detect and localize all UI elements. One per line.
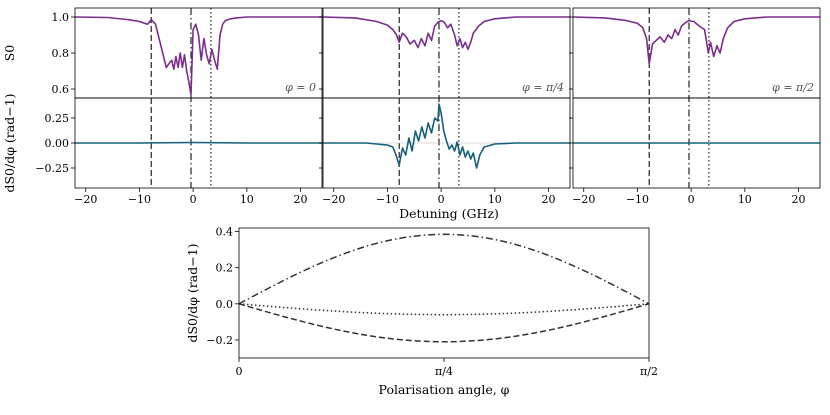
x-tick-label: 20	[542, 193, 556, 206]
bottom-y-tick-label: 0.4	[216, 226, 234, 239]
x-tick-label: −20	[572, 193, 595, 206]
s0-series-line	[572, 16, 820, 65]
x-tick-label: 0	[438, 193, 445, 206]
x-tick-label: −20	[322, 193, 345, 206]
phi-annotation: φ = π/2	[772, 81, 814, 94]
dsdphi-y-tick-label: 0.00	[45, 137, 70, 150]
x-tick-label: −20	[74, 193, 97, 206]
panel-column-2: φ = π/2 −20 −10 0 10 20	[569, 7, 821, 206]
top-panels: φ = 0−20 −10 0 10 200.60.81.0−0.250.000.25φ …	[2, 7, 821, 206]
bottom-x-tick-label: π/4	[435, 365, 453, 378]
bottom-y-tick-label: −0.2	[206, 334, 233, 347]
bottom-panel: −0.2 0.0 0.2 0.4 0 π/4 π/2 Polarisation angle, …	[185, 226, 658, 397]
x-tick-label: 20	[792, 193, 806, 206]
x-tick-label: 0	[190, 193, 197, 206]
s0-y-tick-label: 0.6	[52, 83, 70, 96]
panel-column-0: φ = 0 −20 −10 0 10 20 0.6 0.8 1.0 −0.25 0.00 0.25	[35, 7, 323, 206]
bottom-axes-frame	[238, 227, 650, 359]
top-x-axis-label: Detuning (GHz)	[399, 206, 499, 221]
s0-series-line	[322, 16, 570, 51]
panel-column-1: φ = π/4 −20 −10 0 10 20	[319, 7, 571, 206]
dsdphi-series-line	[323, 103, 570, 169]
dsdphi-y-axis-label: dS0/dφ (rad−1)	[2, 93, 17, 192]
dsdphi-y-tick-label: 0.25	[45, 112, 70, 125]
phi-annotation: φ = π/4	[522, 81, 564, 94]
dsdphi-series-line	[75, 141, 322, 144]
bottom-y-axis-label: dS0/dφ (rad−1)	[185, 243, 200, 342]
angle-series-dashdot	[238, 233, 650, 305]
phi-annotation: φ = 0	[285, 81, 316, 94]
bottom-y-tick-label: 0.2	[216, 262, 234, 275]
x-tick-label: −10	[376, 193, 399, 206]
bottom-x-tick-label: π/2	[640, 365, 658, 378]
s0-y-axis-label: S0	[2, 45, 17, 62]
bottom-x-tick-label: 0	[236, 365, 243, 378]
x-tick-label: 20	[294, 193, 308, 206]
x-tick-label: 10	[240, 193, 254, 206]
s0-y-tick-label: 1.0	[52, 11, 70, 24]
dsdphi-y-tick-label: −0.25	[35, 162, 69, 175]
bottom-x-axis-label: Polarisation angle, φ	[379, 382, 510, 397]
bottom-y-tick-label: 0.0	[216, 298, 234, 311]
angle-series-dotted	[238, 303, 650, 316]
s0-series-line	[74, 16, 322, 96]
x-tick-label: −10	[626, 193, 649, 206]
x-tick-label: 10	[738, 193, 752, 206]
angle-series-dashed	[238, 303, 650, 343]
x-tick-label: 10	[488, 193, 502, 206]
s0-y-tick-label: 0.8	[52, 47, 70, 60]
x-tick-label: 0	[688, 193, 695, 206]
x-tick-label: −10	[128, 193, 151, 206]
